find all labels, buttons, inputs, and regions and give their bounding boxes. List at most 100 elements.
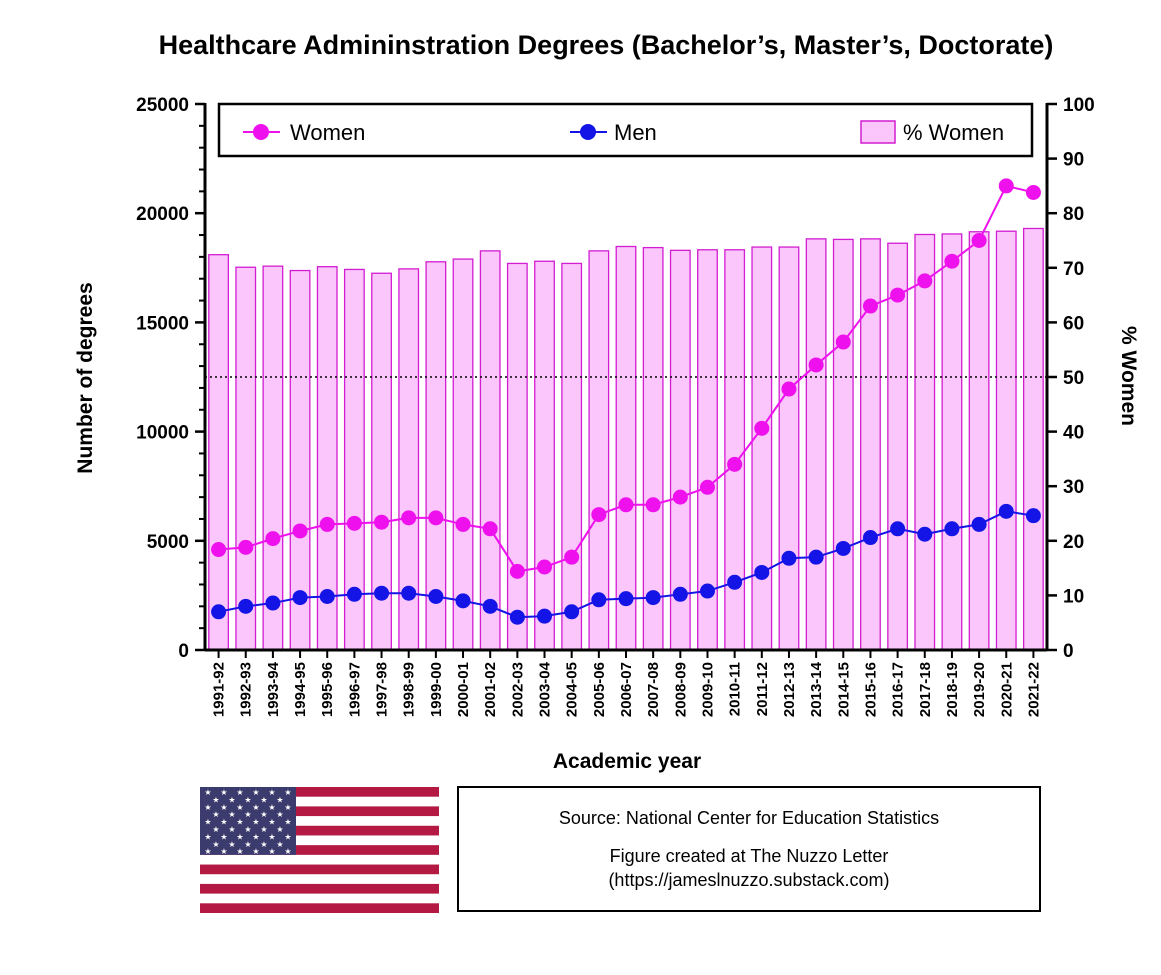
bar-percent-women [914, 233, 936, 651]
point-women [944, 253, 960, 269]
bar-percent-women [724, 249, 746, 651]
right-tick-label: 100 [1063, 95, 1095, 116]
flag-star: ★ [252, 803, 259, 812]
point-women [455, 516, 471, 532]
flag-star: ★ [284, 803, 291, 812]
plot-area [205, 178, 1047, 651]
flag-star: ★ [260, 840, 267, 849]
point-women [319, 516, 335, 532]
point-women [537, 559, 553, 575]
point-women [645, 497, 661, 513]
point-women [754, 420, 770, 436]
x-tick-label: 2021-22 [1025, 662, 1042, 717]
x-tick-label: 1998-99 [401, 662, 418, 717]
point-men [944, 521, 960, 537]
flag-star: ★ [220, 803, 227, 812]
flag-star: ★ [236, 847, 243, 856]
flag-red-stripe [200, 883, 439, 894]
point-men [211, 604, 227, 620]
flag-star: ★ [260, 795, 267, 804]
bar-percent-women [751, 246, 773, 651]
left-tick-label: 0 [178, 641, 189, 662]
flag-star: ★ [284, 847, 291, 856]
bar-percent-women [1022, 227, 1044, 651]
flag-star: ★ [268, 832, 275, 841]
flag-star: ★ [220, 847, 227, 856]
point-men [292, 590, 308, 606]
bar-percent-women [452, 258, 474, 651]
flag-star: ★ [244, 840, 251, 849]
axes: 0 5000 10000 15000 20000 25000 0 10 20 30 40 50 60 7… [136, 95, 1095, 717]
point-women [238, 539, 254, 555]
point-men [754, 564, 770, 580]
point-men [1025, 508, 1041, 524]
legend-men-label: Men [614, 120, 657, 145]
flag-star: ★ [268, 788, 275, 797]
flag-red-stripe [200, 864, 439, 875]
us-flag-icon: ★ ★ ★ ★ ★ ★ ★ ★ ★ ★ ★ ★ ★ ★ ★ ★ ★ ★ ★ ★ ★ ★ ★ ★ ★ ★ ★ ★ ★ ★ ★ ★ ★ ★ ★ ★ ★ ★ ★ ★… [200, 787, 439, 913]
x-tick-label: 2013-14 [808, 661, 825, 717]
flag-star: ★ [212, 810, 219, 819]
legend-men-marker [580, 124, 596, 140]
right-tick-label: 20 [1063, 532, 1084, 553]
point-women [346, 515, 362, 531]
flag-star: ★ [260, 810, 267, 819]
flag-star: ★ [276, 810, 283, 819]
point-women [862, 298, 878, 314]
flag-star: ★ [212, 840, 219, 849]
flag-star: ★ [204, 788, 211, 797]
legend-women-label: Women [290, 120, 365, 145]
point-women [971, 233, 987, 248]
point-men [564, 604, 580, 620]
x-tick-label: 1992-93 [238, 662, 255, 717]
flag-star: ★ [252, 788, 259, 797]
point-women [428, 510, 444, 526]
flag-star: ★ [276, 840, 283, 849]
flag-star: ★ [252, 832, 259, 841]
bar-percent-women [588, 250, 610, 651]
flag-star: ★ [220, 788, 227, 797]
flag-star: ★ [260, 825, 267, 834]
point-men [265, 595, 281, 611]
flag-star: ★ [268, 803, 275, 812]
x-tick-label: 2017-18 [917, 662, 934, 717]
flag-star: ★ [236, 818, 243, 827]
right-tick-label: 30 [1063, 477, 1084, 498]
flag-canton [200, 787, 296, 855]
point-men [428, 588, 444, 604]
x-axis-title: Academic year [553, 750, 701, 773]
flag-star: ★ [244, 810, 251, 819]
flag-red-stripe [200, 787, 439, 797]
right-tick-label: 10 [1063, 586, 1084, 607]
flag-red-stripe [200, 903, 439, 913]
right-tick-label: 40 [1063, 423, 1084, 444]
point-women [727, 456, 743, 472]
flag-star: ★ [204, 818, 211, 827]
left-y-ticks: 0 5000 10000 15000 20000 25000 [136, 95, 205, 662]
point-women [781, 381, 797, 397]
bar-percent-women [887, 242, 909, 651]
bar-percent-women [506, 262, 528, 651]
x-tick-label: 2015-16 [862, 662, 879, 717]
point-men [917, 526, 933, 542]
x-tick-label: 2009-10 [699, 662, 716, 717]
bar-percent-women [561, 262, 583, 651]
right-tick-label: 70 [1063, 259, 1084, 280]
x-tick-label: 1997-98 [374, 662, 391, 717]
flag-star: ★ [228, 840, 235, 849]
point-women [482, 521, 498, 537]
left-tick-label: 5000 [147, 532, 189, 553]
x-tick-label: 2007-08 [645, 662, 662, 717]
point-women [1025, 184, 1041, 200]
bar-percent-women [778, 246, 800, 651]
point-men [618, 591, 634, 607]
x-tick-label: 1991-92 [211, 662, 228, 717]
bar-percent-women [642, 246, 664, 651]
flag-star: ★ [212, 795, 219, 804]
x-tick-label: 2018-19 [944, 662, 961, 717]
legend-box [217, 102, 1034, 158]
x-tick-label: 2006-07 [618, 662, 635, 717]
flag-red-stripe [200, 825, 439, 836]
point-women [211, 542, 227, 558]
flag-star: ★ [204, 832, 211, 841]
